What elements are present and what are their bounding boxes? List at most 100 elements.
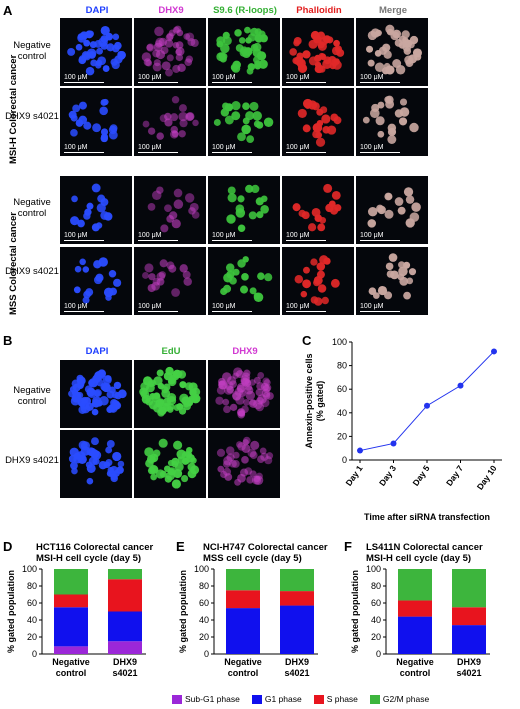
panel-c-letter: C [302,333,312,348]
f-bar-2-seg-4 [452,569,486,608]
c-data-point [457,382,464,389]
panel-a-tile-r1-c1: 100 μM [60,18,132,86]
panel-f-bar-chart: 0 20 40 60 80 100 % gated population Negative co… [350,565,490,678]
panel-a-tile-r1-c2: 100 μM [134,18,206,86]
f-bar-2-seg-2 [452,625,486,654]
scale-bar: 100 μM [138,303,178,312]
panel-f-letter: F [344,539,352,554]
f-bar-2-seg-3 [452,607,486,626]
f-y-tick-label: 0 [376,649,381,659]
e-y-tick-label: 0 [204,649,209,659]
e-bar-2-seg-3 [280,591,314,606]
panel-a-tile-r3-c4: 100 μM [282,176,354,244]
c-data-point [491,348,497,355]
panel-a-tile-r3-c3: 100 μM [208,176,280,244]
d-y-axis-label: % gated population [6,570,16,653]
panel-a-tile-r3-c1: 100 μM [60,176,132,244]
scale-bar: 100 μM [212,74,252,83]
scale-bar: 100 μM [286,144,326,153]
panel-a-tile-r2-c5: 100 μM [356,88,428,156]
panel-a-tile-r2-c2: 100 μM [134,88,206,156]
panel-b-tile-r2-c2 [134,430,206,498]
panel-f-title: LS411N Colorectal cancer MSI-H cell cycle… [366,542,483,564]
panel-a-row4-label: DHX9 s4021 [5,266,59,277]
panel-d-letter: D [3,539,13,554]
scale-bar: 100 μM [138,144,178,153]
panel-a-tile-r2-c3: 100 μM [208,88,280,156]
panel-e-bar-chart: 0 20 40 60 80 100 % gated population Negative co… [178,565,318,678]
scale-bar: 100 μM [64,303,104,312]
e-y-axis-label: % gated population [178,570,188,653]
panel-a-tile-r4-c5: 100 μM [356,247,428,315]
d-bar-2-seg-2 [108,611,142,642]
d-y-tick-label: 0 [32,649,37,659]
panel-a-header-merge: Merge [379,5,407,16]
f-bar-1-seg-2 [398,616,432,654]
scale-bar: 100 μM [138,232,178,241]
panel-a-tile-r1-c5: 100 μM [356,18,428,86]
panel-a-row2-label: DHX9 s4021 [5,111,59,122]
e-bar-2-seg-4 [280,569,314,592]
d-category-label: DHX9 s4021 [112,657,137,678]
scale-bar: 100 μM [286,303,326,312]
panel-a-row1-label: Negative control [13,40,51,62]
cell-cycle-legend: Sub-G1 phase G1 phase S phase G2/M phase [172,693,429,705]
c-y-axis-label: Annexin-positive cells(% gated) [304,353,325,448]
c-x-axis-label: Time after siRNA transfection [364,512,490,522]
scale-bar: 100 μM [64,144,104,153]
e-y-tick-label: 80 [199,581,209,591]
panel-a-group1-label: MSI-H Colorectal cancer [8,54,19,164]
panel-a-tile-r1-c4: 100 μM [282,18,354,86]
panel-a-tile-r2-c4: 100 μM [282,88,354,156]
legend-item-subg1: Sub-G1 phase [172,693,240,705]
c-y-tick-label: 0 [342,455,347,465]
panel-b-header-edu: EdU [161,346,181,357]
e-y-tick-label: 100 [194,565,209,574]
f-y-tick-label: 100 [366,565,381,574]
f-y-tick-label: 40 [371,615,381,625]
d-bar-2-seg-4 [108,569,142,580]
panel-a-tile-r4-c2: 100 μM [134,247,206,315]
panel-a-tile-r4-c3: 100 μM [208,247,280,315]
c-x-tick-label: Day 7 [444,463,465,488]
panel-b-letter: B [3,333,13,348]
d-y-tick-label: 20 [27,632,37,642]
legend-swatch-s [313,694,324,704]
panel-d-title: HCT116 Colorectal cancer MSI-H cell cycle… [36,542,154,564]
e-category-label: Negative control [224,657,262,678]
scale-bar: 100 μM [286,232,326,241]
e-y-tick-label: 20 [199,632,209,642]
panel-b-tile-r1-c1 [60,360,132,428]
scale-bar: 100 μM [64,74,104,83]
panel-a-header-dapi: DAPI [85,5,109,16]
panel-b-header-dhx9: DHX9 [232,346,258,357]
panel-a-header-s96: S9.6 (R-loops) [213,5,277,16]
panel-a-group2-label: MSS Colorectal cancer [8,212,19,315]
d-bar-1-seg-4 [54,569,88,595]
c-data-point [390,440,397,447]
panel-a-tile-r4-c1: 100 μM [60,247,132,315]
panel-a-header-dhx9: DHX9 [158,5,184,16]
scale-bar: 100 μM [360,74,400,83]
panel-d-bar-chart: 0 20 40 60 80 100 % gated population Negative co… [6,565,146,678]
d-category-label: Negative control [52,657,90,678]
e-category-label: DHX9 s4021 [284,657,309,678]
f-bar-1-seg-3 [398,600,432,617]
e-bar-2-seg-2 [280,605,314,654]
legend-swatch-g2m [369,694,380,704]
legend-swatch-g1 [251,694,262,704]
panel-e-title: NCI-H747 Colorectal cancer MSS cell cycle… [203,542,328,564]
c-y-tick-label: 20 [337,431,347,441]
scale-bar: 100 μM [138,74,178,83]
c-x-tick-label: Day 3 [377,463,398,488]
f-category-label: Negative control [396,657,434,678]
e-bar-1-seg-4 [226,569,260,591]
panel-b-row2-label: DHX9 s4021 [5,455,59,466]
legend-swatch-subg1 [172,694,182,704]
c-y-tick-label: 60 [337,384,347,394]
c-y-tick-label: 40 [337,408,347,418]
legend-item-g1: G1 phase [251,693,302,705]
e-y-tick-label: 60 [199,598,209,608]
panel-e-letter: E [176,539,185,554]
scale-bar: 100 μM [360,232,400,241]
